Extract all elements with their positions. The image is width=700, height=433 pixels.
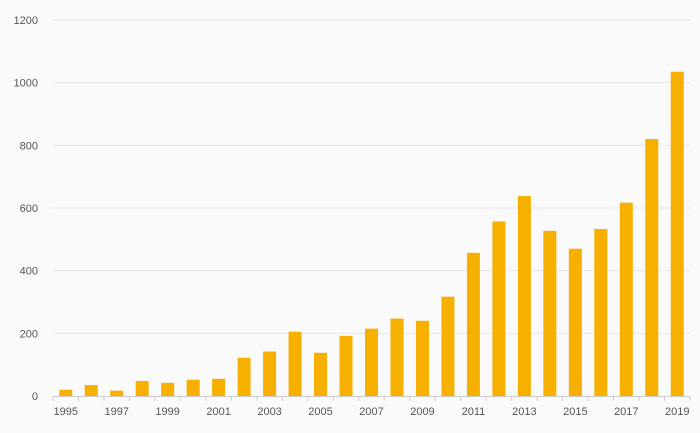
bar-2017[interactable] xyxy=(619,202,633,396)
x-tick-label: 1999 xyxy=(155,406,179,418)
bar-2010[interactable] xyxy=(441,296,455,396)
bar-2006[interactable] xyxy=(339,335,353,396)
y-tick-label: 1000 xyxy=(14,78,38,90)
x-tick-label: 2013 xyxy=(512,406,536,418)
y-tick-label: 600 xyxy=(20,203,38,215)
bar-1995[interactable] xyxy=(59,389,73,396)
bar-2011[interactable] xyxy=(466,252,480,396)
bar-2014[interactable] xyxy=(543,230,557,396)
x-axis-labels: 1995 1997 1999 2001 2003 2005 2007 2009 2011 2013… xyxy=(53,406,689,418)
bar-2004[interactable] xyxy=(288,331,302,396)
x-tick-label: 2005 xyxy=(308,406,332,418)
bar-2018[interactable] xyxy=(645,139,659,397)
bar-2002[interactable] xyxy=(237,357,251,396)
bar-1996[interactable] xyxy=(84,385,98,396)
y-tick-label: 400 xyxy=(20,266,38,278)
y-tick-label: 1200 xyxy=(14,15,38,27)
bar-2000[interactable] xyxy=(186,379,200,396)
x-axis xyxy=(52,396,691,401)
bars xyxy=(59,71,684,397)
bar-2012[interactable] xyxy=(492,221,506,396)
bar-2003[interactable] xyxy=(263,351,277,396)
bar-2005[interactable] xyxy=(314,352,328,396)
x-tick-label: 2015 xyxy=(563,406,587,418)
bar-2019[interactable] xyxy=(670,71,684,396)
x-tick-label: 1997 xyxy=(104,406,128,418)
x-tick-label: 2011 xyxy=(462,406,486,418)
gridlines xyxy=(53,19,690,334)
x-tick-label: 2019 xyxy=(665,406,689,418)
y-tick-label: 0 xyxy=(32,391,38,403)
bar-2015[interactable] xyxy=(568,248,582,396)
x-tick-label: 2009 xyxy=(410,406,434,418)
bar-2008[interactable] xyxy=(390,318,404,396)
x-tick-label: 2001 xyxy=(206,406,230,418)
bar-1997[interactable] xyxy=(110,390,124,396)
y-tick-label: 200 xyxy=(20,328,38,340)
bar-1998[interactable] xyxy=(135,380,149,396)
bar-2009[interactable] xyxy=(415,320,429,396)
y-axis-labels: 0 200 400 600 800 1000 1200 xyxy=(14,15,38,403)
x-tick-label: 2003 xyxy=(257,406,281,418)
y-tick-label: 800 xyxy=(20,140,38,152)
bar-2001[interactable] xyxy=(212,378,226,396)
x-tick-label: 1995 xyxy=(53,406,77,418)
bar-1999[interactable] xyxy=(161,382,175,396)
bar-2016[interactable] xyxy=(594,228,608,396)
bar-2007[interactable] xyxy=(365,328,378,396)
x-tick-label: 2017 xyxy=(614,406,638,418)
bar-2013[interactable] xyxy=(517,196,531,396)
x-tick-label: 2007 xyxy=(359,406,383,418)
